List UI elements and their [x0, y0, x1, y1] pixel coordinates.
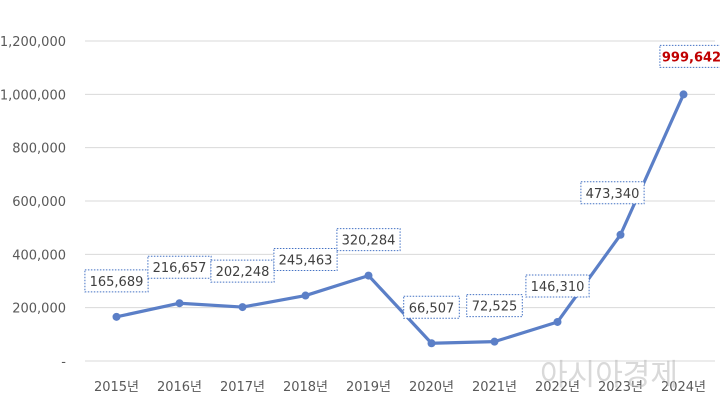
data-label-text: 216,657: [153, 261, 207, 276]
data-label-text: 245,463: [279, 254, 333, 269]
data-label: 66,507: [403, 295, 460, 319]
x-tick-label: 2024년: [661, 380, 706, 395]
data-label-text: 473,340: [586, 187, 640, 202]
data-label-text: 146,310: [531, 280, 585, 295]
x-tick-label: 2018년: [283, 380, 328, 395]
data-labels: 165,689 216,657 202,248 245,463 320,284 66,50…: [84, 44, 720, 319]
gridlines: [85, 40, 715, 362]
data-label: 165,689: [84, 269, 149, 293]
data-label-box: [336, 228, 401, 252]
y-tick-label: 1,000,000: [0, 88, 66, 103]
data-label-box: [525, 274, 590, 298]
data-point: [364, 271, 373, 280]
data-point: [616, 230, 625, 239]
series: [112, 90, 688, 348]
data-label-text: 165,689: [90, 275, 144, 290]
data-label-box: [273, 248, 338, 272]
data-label-box: [84, 269, 149, 293]
x-tick-label: 2022년: [535, 380, 580, 395]
data-label-box: [580, 181, 645, 205]
y-tick-label: 1,200,000: [0, 35, 66, 50]
x-tick-label: 2021년: [472, 380, 517, 395]
data-label: 320,284: [336, 228, 401, 252]
data-point: [490, 337, 499, 346]
data-label: 245,463: [273, 248, 338, 272]
data-point: [427, 339, 436, 348]
watermark-text: 아시아경제: [540, 358, 678, 393]
data-label: 216,657: [147, 255, 212, 279]
data-label-text: 66,507: [409, 301, 455, 316]
data-point: [679, 90, 688, 99]
data-point: [112, 312, 121, 321]
y-tick-label: -: [61, 355, 66, 370]
data-point: [175, 299, 184, 308]
data-label: 202,248: [210, 259, 275, 283]
data-label-text: 999,642: [662, 50, 720, 65]
data-label-text: 202,248: [216, 265, 270, 280]
data-label-box: [147, 255, 212, 279]
data-label-box: [659, 44, 720, 68]
data-label-box: [466, 294, 523, 318]
x-axis: 2015년 2016년 2017년 2018년 2019년 2020년 2021년 2022년…: [94, 380, 706, 395]
x-tick-label: 2017년: [220, 380, 265, 395]
data-label-box: [403, 295, 460, 319]
data-label-text: 72,525: [472, 300, 518, 315]
x-tick-label: 2015년: [94, 380, 139, 395]
data-label: 72,525: [466, 294, 523, 318]
y-tick-label: 400,000: [12, 248, 66, 263]
y-tick-label: 200,000: [12, 302, 66, 317]
data-label: 999,642: [659, 44, 720, 68]
x-tick-label: 2020년: [409, 380, 454, 395]
y-tick-label: 800,000: [12, 142, 66, 157]
x-tick-label: 2016년: [157, 380, 202, 395]
data-label-box: [210, 259, 275, 283]
series-line: [114, 92, 686, 345]
data-point: [238, 303, 247, 312]
y-tick-label: 600,000: [12, 195, 66, 210]
data-label: 473,340: [580, 181, 645, 205]
data-point: [301, 291, 310, 300]
x-tick-label: 2019년: [346, 380, 391, 395]
data-label: 146,310: [525, 274, 590, 298]
y-axis: - 200,000 400,000 600,000 800,000 1,000,000 1,…: [0, 35, 66, 370]
data-point: [553, 317, 562, 326]
x-tick-label: 2023년: [598, 380, 643, 395]
data-label-text: 320,284: [342, 234, 396, 249]
